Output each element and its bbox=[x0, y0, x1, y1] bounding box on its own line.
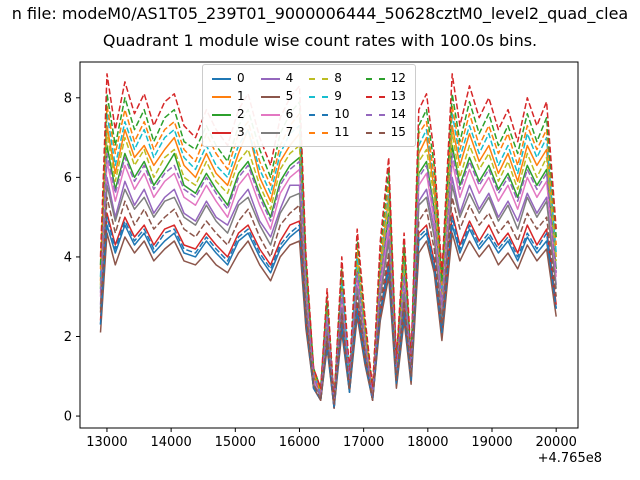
legend-item: 10 bbox=[309, 106, 350, 123]
legend-item: 3 bbox=[212, 124, 245, 141]
legend-line-sample-icon bbox=[365, 113, 385, 116]
legend-label: 7 bbox=[285, 125, 294, 139]
legend-line-sample-icon bbox=[309, 113, 329, 116]
legend-line-sample-icon bbox=[212, 131, 231, 134]
legend-item: 13 bbox=[365, 88, 406, 105]
legend-line-sample-icon bbox=[365, 77, 385, 80]
legend-label: 9 bbox=[334, 89, 342, 103]
legend-label: 4 bbox=[285, 71, 294, 85]
y-tick-label: 0 bbox=[64, 410, 72, 425]
legend-label: 5 bbox=[285, 89, 294, 103]
legend-line-sample-icon bbox=[260, 77, 280, 80]
x-axis-offset-label: +4.765e8 bbox=[538, 451, 602, 466]
y-tick-label: 2 bbox=[64, 330, 72, 345]
x-tick-label: 13000 bbox=[86, 435, 127, 450]
legend-label: 13 bbox=[390, 89, 406, 103]
legend-item: 1 bbox=[212, 88, 245, 105]
axes-spines bbox=[79, 61, 579, 429]
legend-label: 0 bbox=[237, 71, 245, 85]
legend-line-sample-icon bbox=[309, 77, 329, 80]
legend-item: 15 bbox=[365, 124, 406, 141]
legend-label: 8 bbox=[334, 71, 342, 85]
legend-label: 15 bbox=[390, 125, 406, 139]
legend-item: 7 bbox=[260, 124, 294, 141]
legend-line-sample-icon bbox=[260, 95, 280, 98]
legend-item: 9 bbox=[309, 88, 349, 105]
legend-label: 12 bbox=[390, 71, 406, 85]
y-tick-label: 8 bbox=[64, 91, 72, 106]
x-tick-label: 19000 bbox=[471, 435, 512, 450]
x-tick-label: 18000 bbox=[407, 435, 448, 450]
legend-item: 11 bbox=[309, 124, 350, 141]
chart-title: Quadrant 1 module wise count rates with … bbox=[102, 31, 538, 50]
legend-label: 14 bbox=[390, 107, 406, 121]
legend-line-sample-icon bbox=[260, 113, 280, 116]
x-tick-label: 17000 bbox=[343, 435, 384, 450]
series-line-15 bbox=[99, 196, 557, 405]
legend-item: 6 bbox=[260, 106, 294, 123]
legend-label: 6 bbox=[285, 107, 294, 121]
legend-item: 14 bbox=[365, 106, 406, 123]
legend-label: 11 bbox=[334, 125, 350, 139]
y-tick-label: 4 bbox=[64, 250, 72, 265]
x-tick-label: 20000 bbox=[536, 435, 577, 450]
legend-line-sample-icon bbox=[212, 77, 231, 80]
legend-line-sample-icon bbox=[309, 95, 329, 98]
x-tick-label: 16000 bbox=[279, 435, 320, 450]
series-line-14 bbox=[99, 152, 557, 405]
legend-line-sample-icon bbox=[309, 131, 329, 134]
series-line-13 bbox=[99, 73, 557, 401]
legend-label: 3 bbox=[237, 125, 245, 139]
legend-label: 2 bbox=[237, 107, 245, 121]
legend-line-sample-icon bbox=[260, 131, 280, 134]
series-line-7 bbox=[99, 184, 557, 405]
legend: 0 1 2 3 4 5 6 7 8 9 10 11 12 13 14 15 bbox=[202, 64, 416, 147]
x-tick-label: 15000 bbox=[215, 435, 256, 450]
legend-label: 10 bbox=[334, 107, 350, 121]
y-tick-label: 6 bbox=[64, 171, 72, 186]
legend-item: 0 bbox=[212, 70, 245, 87]
legend-line-sample-icon bbox=[365, 131, 385, 134]
figure-title-filename: n file: modeM0/AS1T05_239T01_9000006444_… bbox=[11, 4, 629, 23]
legend-item: 12 bbox=[365, 70, 406, 87]
x-tick-label: 14000 bbox=[150, 435, 191, 450]
legend-item: 4 bbox=[260, 70, 294, 87]
legend-item: 2 bbox=[212, 106, 245, 123]
legend-item: 5 bbox=[260, 88, 294, 105]
legend-line-sample-icon bbox=[212, 113, 231, 116]
legend-item: 8 bbox=[309, 70, 349, 87]
legend-line-sample-icon bbox=[212, 95, 231, 98]
series-line-4 bbox=[99, 176, 557, 405]
legend-label: 1 bbox=[237, 89, 245, 103]
legend-line-sample-icon bbox=[365, 95, 385, 98]
